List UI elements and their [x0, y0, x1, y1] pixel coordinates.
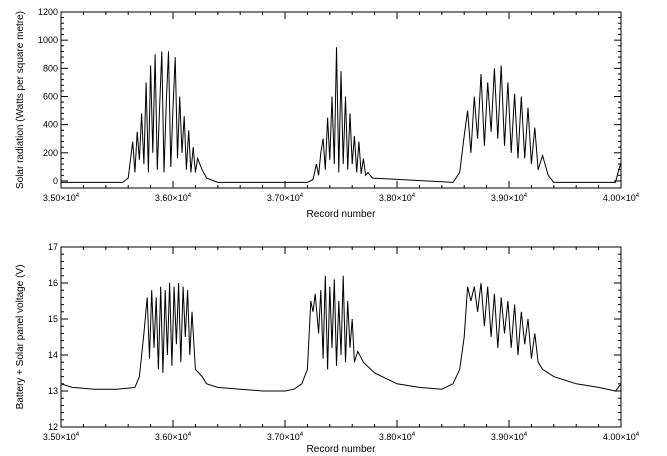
x-axis-label: Record number	[307, 209, 377, 220]
x-tick-label: 3.70×104	[267, 193, 304, 203]
tick-marks	[60, 11, 622, 188]
x-tick-label: 4.00×104	[603, 432, 640, 442]
x-axis-label: Record number	[307, 444, 377, 455]
x-tick-labels: 3.50×104 3.60×104 3.70×104 3.80×104 3.90×104…	[43, 432, 640, 442]
y-tick-label: 17	[48, 242, 58, 252]
x-tick-label: 3.60×104	[155, 193, 192, 203]
solar-radiation-chart: 3.50×104 3.60×104 3.70×104 3.80×104 3.90×104…	[15, 7, 640, 220]
y-tick-labels: 0 200 400 600 800 1000 1200	[38, 7, 58, 186]
x-tick-labels: 3.50×104 3.60×104 3.70×104 3.80×104 3.90×104…	[43, 193, 640, 203]
x-tick-label: 3.50×104	[43, 193, 80, 203]
battery-voltage-chart: 3.50×104 3.60×104 3.70×104 3.80×104 3.90×104…	[15, 242, 640, 455]
x-tick-label: 3.50×104	[43, 432, 80, 442]
y-tick-label: 1200	[38, 7, 58, 17]
y-axis-label: Solar radiation (Watts per square metre)	[15, 11, 26, 189]
y-axis-label: Battery + Solar panel voltage (V)	[15, 265, 26, 410]
solar-radiation-line	[61, 47, 622, 183]
y-tick-label: 400	[43, 120, 58, 130]
battery-voltage-line	[60, 275, 622, 392]
x-tick-label: 3.60×104	[155, 432, 192, 442]
x-tick-label: 4.00×104	[603, 193, 640, 203]
y-tick-label: 1000	[38, 35, 58, 45]
y-tick-label: 13	[48, 386, 58, 396]
plot-frame	[60, 246, 622, 428]
y-tick-label: 0	[53, 176, 58, 186]
x-tick-label: 3.90×104	[491, 193, 528, 203]
y-tick-label: 16	[48, 278, 58, 288]
y-tick-label: 800	[43, 63, 58, 73]
y-tick-label: 15	[48, 314, 58, 324]
y-tick-labels: 12 13 14 15 16 17	[48, 242, 58, 432]
plot-frame	[60, 11, 622, 189]
y-tick-label: 600	[43, 91, 58, 101]
x-tick-label: 3.80×104	[379, 193, 416, 203]
y-tick-label: 12	[48, 422, 58, 432]
y-tick-label: 14	[48, 350, 58, 360]
x-tick-label: 3.70×104	[267, 432, 304, 442]
y-tick-label: 200	[43, 148, 58, 158]
x-tick-label: 3.90×104	[491, 432, 528, 442]
x-tick-label: 3.80×104	[379, 432, 416, 442]
